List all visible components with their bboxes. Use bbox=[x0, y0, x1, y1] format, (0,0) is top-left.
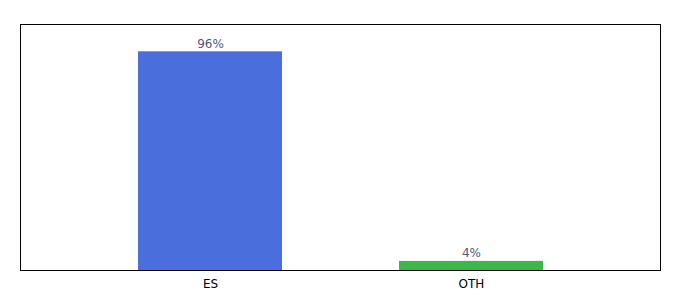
svg-text:4%: 4% bbox=[462, 246, 481, 260]
svg-text:ES: ES bbox=[203, 277, 218, 291]
svg-text:OTH: OTH bbox=[459, 277, 485, 291]
svg-text:96%: 96% bbox=[197, 37, 224, 51]
